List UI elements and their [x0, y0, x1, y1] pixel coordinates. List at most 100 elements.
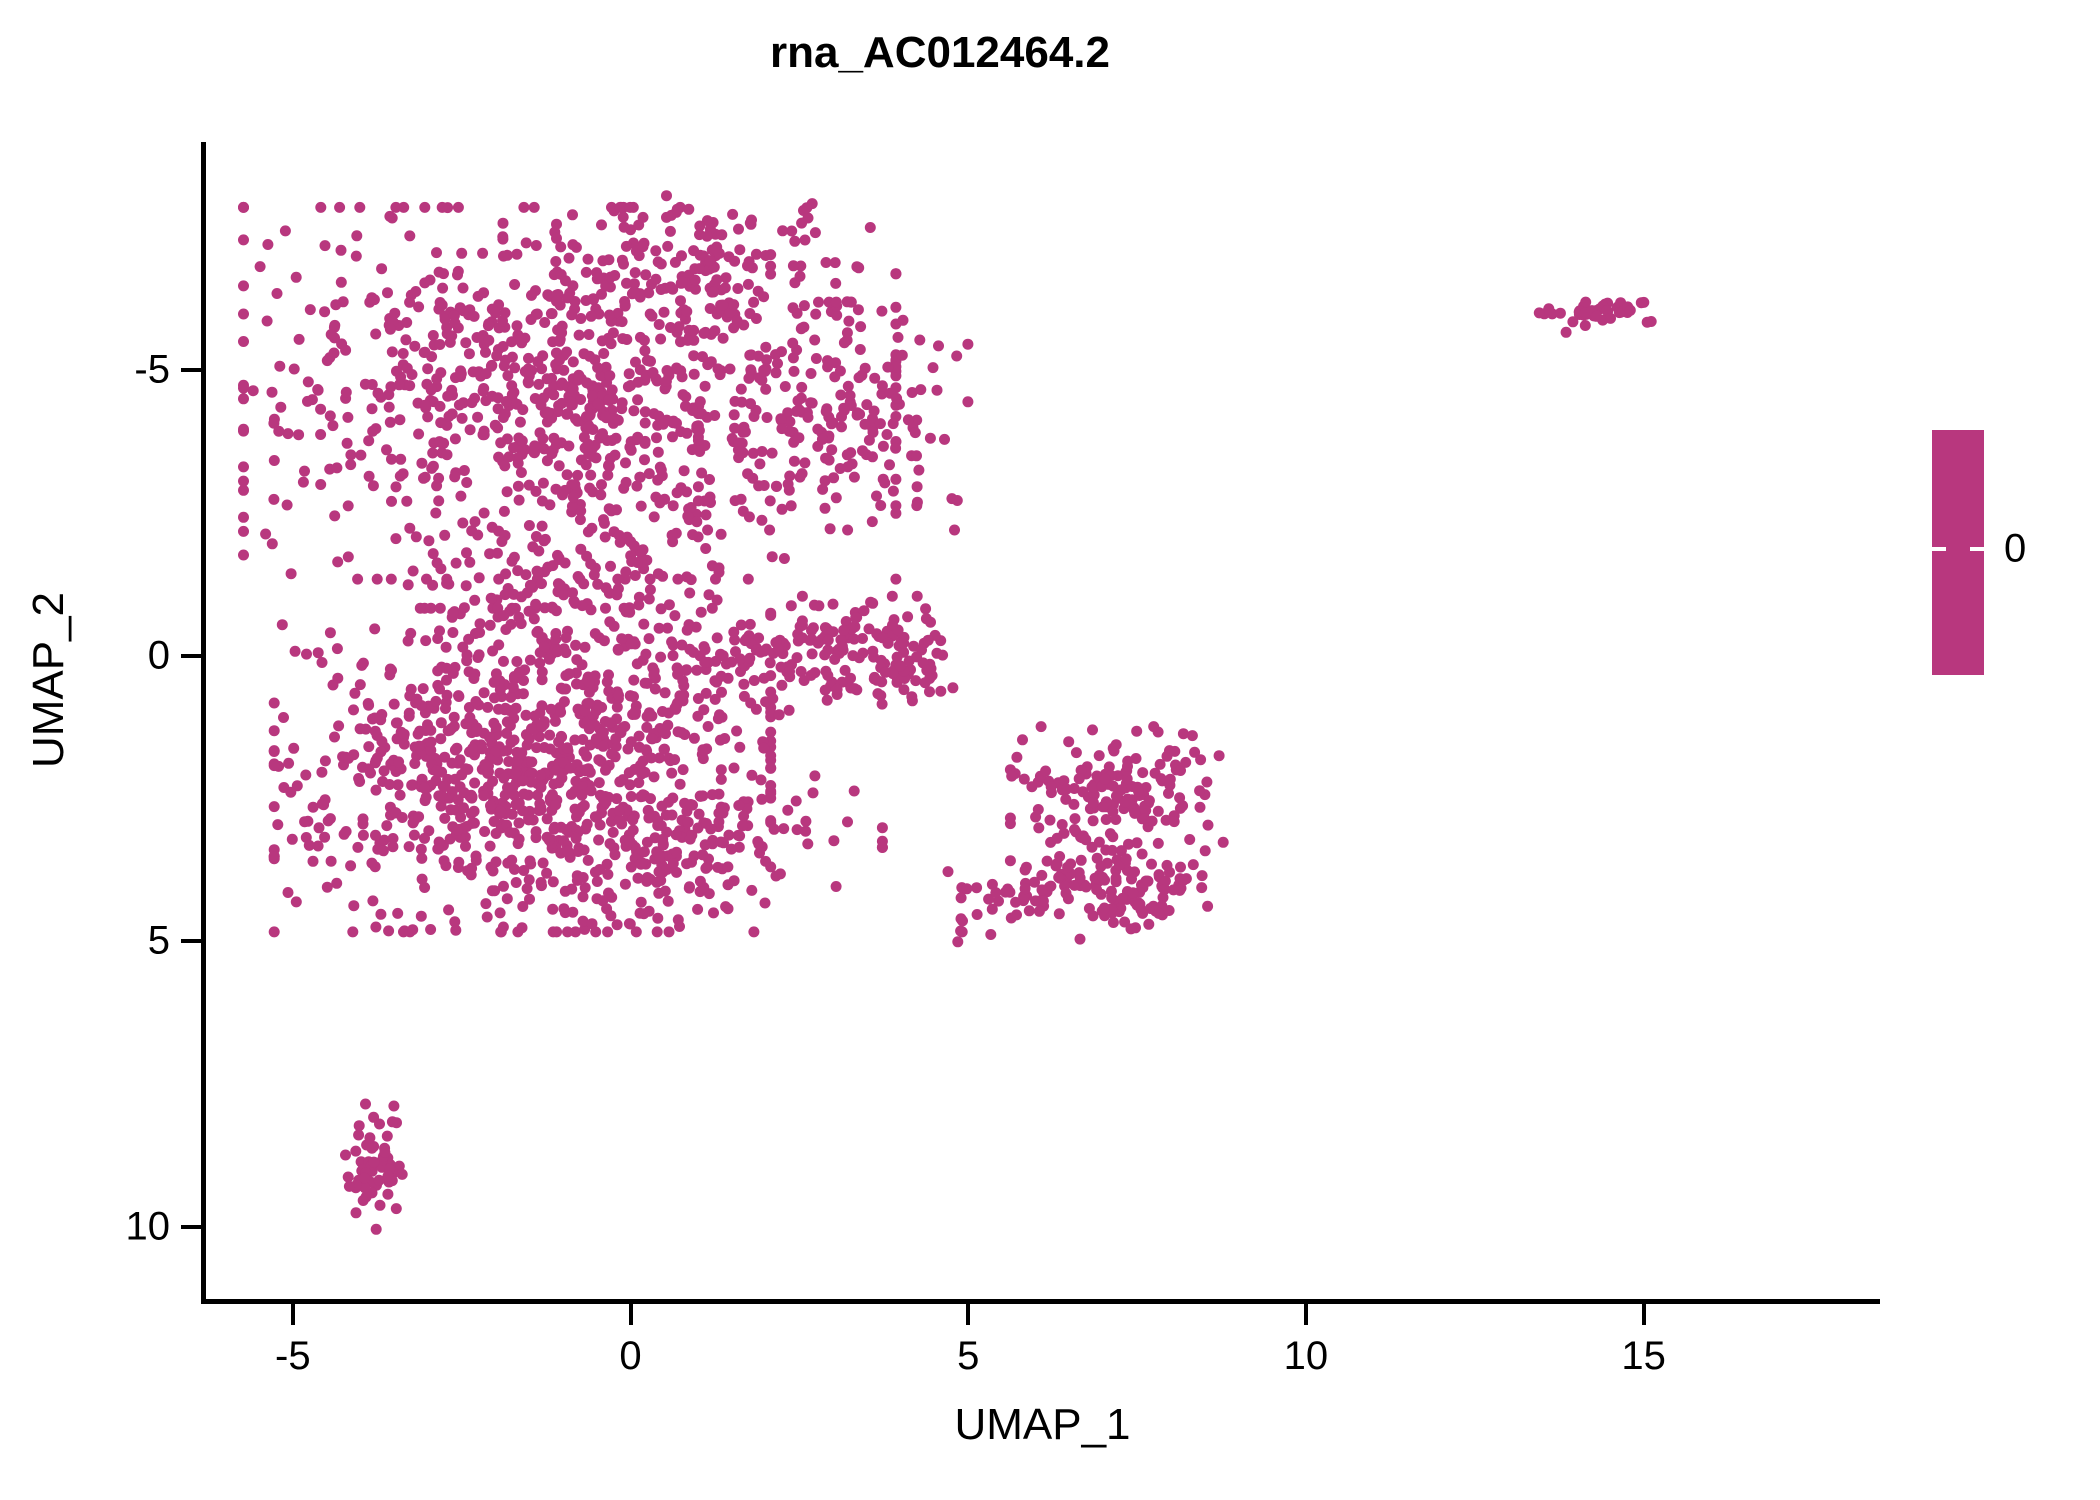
scatter-point [850, 612, 862, 624]
scatter-point [330, 299, 342, 311]
scatter-point [450, 557, 462, 569]
scatter-point [990, 887, 1002, 899]
scatter-point [597, 740, 609, 752]
scatter-point [523, 733, 535, 745]
scatter-point [381, 444, 392, 456]
page-title: rna_AC012464.2 [769, 28, 1110, 77]
scatter-point [1196, 882, 1208, 894]
scatter-point [299, 465, 310, 477]
scatter-point [439, 781, 451, 792]
scatter-point [508, 789, 520, 801]
scatter-point [692, 434, 704, 446]
scatter-points-layer [238, 190, 1657, 1235]
scatter-point [549, 821, 561, 833]
scatter-point [386, 664, 397, 676]
scatter-point [830, 881, 842, 892]
scatter-point [582, 854, 594, 866]
scatter-point [333, 720, 345, 732]
scatter-point [983, 893, 995, 905]
scatter-point [802, 838, 814, 850]
colorbar-legend[interactable]: 0 [1932, 430, 2092, 680]
scatter-point [535, 769, 547, 781]
scatter-point [585, 558, 597, 570]
scatter-point [435, 717, 447, 729]
scatter-point [488, 816, 500, 827]
scatter-point [820, 665, 832, 677]
scatter-point [451, 824, 463, 836]
scatter-point [732, 444, 744, 456]
scatter-point [525, 776, 537, 788]
scatter-point [662, 719, 674, 731]
scatter-point [630, 356, 641, 368]
scatter-point [1624, 304, 1636, 316]
scatter-point [268, 851, 280, 862]
scatter-point [787, 302, 799, 314]
scatter-point [611, 793, 623, 805]
scatter-point [464, 712, 476, 723]
scatter-point [1136, 848, 1148, 860]
scatter-point [467, 742, 479, 754]
scatter-point [906, 387, 918, 398]
scatter-point [511, 320, 523, 332]
scatter-point [676, 371, 688, 383]
scatter-point [662, 622, 673, 634]
scatter-point [758, 480, 770, 491]
scatter-point [548, 380, 560, 392]
scatter-point [655, 875, 667, 886]
scatter-point [864, 222, 876, 233]
scatter-point [538, 641, 550, 653]
x-axis-label: UMAP_1 [954, 1400, 1131, 1449]
scatter-point [1087, 724, 1098, 736]
scatter-point [1080, 881, 1092, 893]
scatter-point [427, 330, 439, 341]
scatter-point [796, 615, 808, 627]
scatter-point [746, 214, 757, 226]
scatter-point [700, 818, 712, 829]
scatter-point [474, 618, 486, 630]
scatter-point [434, 339, 446, 350]
scatter-point [520, 237, 532, 249]
scatter-point [834, 365, 846, 377]
scatter-point [391, 365, 402, 377]
scatter-point [1159, 875, 1171, 887]
scatter-point [463, 348, 475, 360]
scatter-point [760, 383, 772, 395]
scatter-point [951, 350, 963, 362]
scatter-point [625, 861, 637, 873]
scatter-point [596, 288, 607, 300]
scatter-point [560, 632, 572, 644]
scatter-point [775, 661, 787, 673]
scatter-point [657, 570, 669, 582]
scatter-point [827, 598, 839, 610]
scatter-point [507, 681, 519, 693]
scatter-point [671, 362, 682, 374]
scatter-point [439, 313, 451, 325]
scatter-point [1026, 781, 1038, 793]
scatter-point [1635, 297, 1647, 309]
scatter-point [971, 882, 983, 894]
scatter-point [438, 268, 449, 280]
scatter-point [619, 299, 631, 311]
scatter-point [307, 855, 319, 867]
scatter-point [581, 818, 593, 830]
scatter-point [640, 648, 652, 660]
scatter-point [302, 395, 313, 407]
scatter-point [649, 683, 661, 695]
scatter-point [425, 924, 437, 935]
scatter-point [531, 565, 543, 577]
scatter-point [370, 829, 381, 841]
scatter-point [798, 300, 810, 312]
scatter-point [922, 634, 934, 646]
scatter-point [551, 646, 563, 658]
scatter-point [641, 677, 653, 689]
scatter-point [448, 310, 460, 322]
scatter-point [491, 547, 503, 559]
scatter-point [694, 220, 706, 232]
scatter-point [469, 594, 481, 606]
scatter-point [422, 363, 434, 375]
scatter-point [582, 253, 594, 265]
scatter-point [924, 686, 935, 698]
scatter-point [760, 855, 772, 867]
scatter-point [764, 657, 776, 669]
scatter-point [1168, 816, 1180, 828]
